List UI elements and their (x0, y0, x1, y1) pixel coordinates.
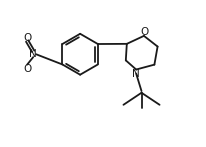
Text: O: O (140, 27, 149, 37)
Text: N: N (132, 69, 140, 79)
Text: N: N (29, 49, 37, 59)
Text: O: O (23, 64, 31, 74)
Text: O: O (23, 33, 31, 43)
